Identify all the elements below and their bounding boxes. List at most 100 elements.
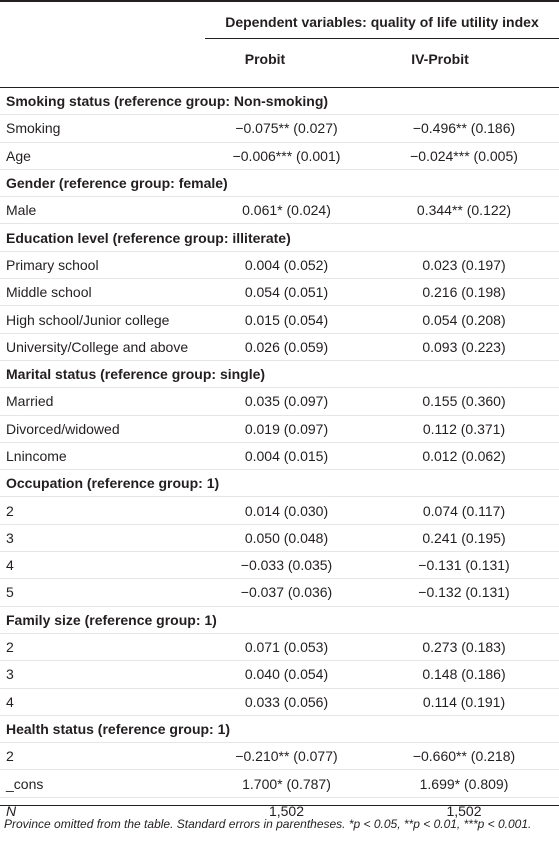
probit-value: 0.004 (0.015) (204, 442, 369, 471)
probit-value: 0.026 (0.059) (204, 333, 369, 361)
ivprobit-value: 0.155 (0.360) (369, 387, 559, 416)
ivprobit-value: 0.112 (0.371) (369, 415, 559, 443)
table-row: Lnincome 0.004 (0.015) 0.012 (0.062) (0, 442, 559, 471)
ivprobit-value: 0.074 (0.117) (369, 496, 559, 525)
section-header: Gender (reference group: female) (0, 169, 559, 198)
probit-value: −0.075** (0.027) (204, 114, 369, 143)
probit-value: −0.037 (0.036) (204, 578, 369, 607)
table-row: Married 0.035 (0.097) 0.155 (0.360) (0, 387, 559, 416)
probit-value: 0.019 (0.097) (204, 415, 369, 443)
table-row: High school/Junior college 0.015 (0.054) 0… (0, 305, 559, 334)
section-header: Marital status (reference group: single) (0, 360, 559, 389)
row-label: _cons (0, 769, 204, 798)
row-label: Married (0, 387, 204, 416)
probit-value: 0.004 (0.052) (204, 251, 369, 280)
row-label: 3 (0, 524, 204, 553)
column-header-ivprobit: IV-Probit (411, 51, 469, 67)
probit-value: 1,502 (268, 802, 305, 819)
row-label: 2 (0, 742, 204, 771)
section-header: Occupation (reference group: 1) (0, 469, 559, 498)
table-row: Smoking −0.075** (0.027) −0.496** (0.186) (0, 114, 559, 143)
probit-value: 0.033 (0.056) (204, 688, 369, 716)
row-label: Smoking (0, 114, 204, 143)
section-header: Health status (reference group: 1) (0, 715, 559, 744)
row-label: 4 (0, 688, 204, 716)
ivprobit-value: −0.132 (0.131) (369, 578, 559, 607)
ivprobit-value: 0.012 (0.062) (369, 442, 559, 471)
probit-value: 0.015 (0.054) (204, 305, 369, 334)
section-header-row: Smoking status (reference group: Non-smo… (0, 88, 559, 116)
probit-value: 0.014 (0.030) (204, 496, 369, 525)
table-row: 4 −0.033 (0.035) −0.131 (0.131) (0, 551, 559, 580)
column-header-probit: Probit (244, 51, 286, 67)
probit-value: 0.050 (0.048) (204, 524, 369, 553)
header-separator (205, 38, 559, 39)
ivprobit-value: −0.660** (0.218) (369, 742, 559, 771)
row-label: N (6, 802, 17, 819)
row-label: 2 (0, 496, 204, 525)
row-label: Middle school (0, 278, 204, 307)
ivprobit-value: 0.054 (0.208) (369, 305, 559, 334)
probit-value: 0.071 (0.053) (204, 633, 369, 662)
ivprobit-value: −0.024*** (0.005) (369, 142, 559, 170)
probit-value: 0.054 (0.051) (204, 278, 369, 307)
ivprobit-value: 1.699* (0.809) (369, 769, 559, 798)
section-header-row: Occupation (reference group: 1) (0, 469, 559, 498)
table-row: Primary school 0.004 (0.052) 0.023 (0.197) (0, 251, 559, 280)
row-label: High school/Junior college (0, 305, 204, 334)
table-row: 2 0.071 (0.053) 0.273 (0.183) (0, 633, 559, 662)
section-header: Education level (reference group: illite… (0, 223, 559, 252)
table-row: 2 −0.210** (0.077) −0.660** (0.218) (0, 742, 559, 771)
probit-value: −0.210** (0.077) (204, 742, 369, 771)
ivprobit-value: 0.216 (0.198) (369, 278, 559, 307)
ivprobit-value: −0.496** (0.186) (369, 114, 559, 143)
ivprobit-value: −0.131 (0.131) (369, 551, 559, 580)
probit-value: 1.700* (0.787) (204, 769, 369, 798)
spanning-header: Dependent variables: quality of life uti… (225, 14, 539, 30)
row-label: 3 (0, 660, 204, 689)
table-row: 3 0.040 (0.054) 0.148 (0.186) (0, 660, 559, 689)
row-label: Age (0, 142, 204, 170)
section-header-row: Marital status (reference group: single) (0, 360, 559, 389)
top-rule (0, 0, 559, 2)
probit-value: −0.033 (0.035) (204, 551, 369, 580)
table-footnote: Province omitted from the table. Standar… (4, 817, 532, 831)
ivprobit-value: 0.273 (0.183) (369, 633, 559, 662)
header-rule (0, 87, 559, 88)
ivprobit-value: 0.344** (0.122) (369, 196, 559, 225)
table-row: 3 0.050 (0.048) 0.241 (0.195) (0, 524, 559, 553)
column-header-row: Probit IV-Probit (0, 51, 559, 71)
table-row: 5 −0.037 (0.036) −0.132 (0.131) (0, 578, 559, 607)
table-row: 4 0.033 (0.056) 0.114 (0.191) (0, 688, 559, 716)
probit-value: 0.061* (0.024) (204, 196, 369, 225)
row-label: University/College and above (0, 333, 204, 361)
probit-value: 0.040 (0.054) (204, 660, 369, 689)
results-table-body: Smoking status (reference group: Non-smo… (0, 88, 559, 824)
row-label: 5 (0, 578, 204, 607)
probit-value: −0.006*** (0.001) (204, 142, 369, 170)
table-row: Age −0.006*** (0.001) −0.024*** (0.005) (0, 142, 559, 170)
section-header-row: Family size (reference group: 1) (0, 606, 559, 634)
section-header: Smoking status (reference group: Non-smo… (0, 88, 559, 116)
table-row: University/College and above 0.026 (0.059… (0, 333, 559, 361)
table-row: 2 0.014 (0.030) 0.074 (0.117) (0, 496, 559, 525)
ivprobit-value: 0.023 (0.197) (369, 251, 559, 280)
row-label: Divorced/widowed (0, 415, 204, 443)
section-header: Family size (reference group: 1) (0, 606, 559, 634)
ivprobit-value: 0.148 (0.186) (369, 660, 559, 689)
ivprobit-value: 0.241 (0.195) (369, 524, 559, 553)
table-row: _cons 1.700* (0.787) 1.699* (0.809) (0, 769, 559, 798)
ivprobit-value: 0.093 (0.223) (369, 333, 559, 361)
section-header-row: Health status (reference group: 1) (0, 715, 559, 744)
section-header-row: Education level (reference group: illite… (0, 223, 559, 252)
row-label: 2 (0, 633, 204, 662)
bottom-rule (0, 805, 559, 806)
probit-value: 0.035 (0.097) (204, 387, 369, 416)
table-row: Middle school 0.054 (0.051) 0.216 (0.198) (0, 278, 559, 307)
ivprobit-value: 1,502 (446, 802, 482, 819)
section-header-row: Gender (reference group: female) (0, 169, 559, 198)
row-label: Lnincome (0, 442, 204, 471)
results-table: Smoking status (reference group: Non-smo… (0, 88, 559, 824)
spanning-header-row: Dependent variables: quality of life uti… (0, 14, 559, 34)
table-row: Divorced/widowed 0.019 (0.097) 0.112 (0.37… (0, 415, 559, 443)
